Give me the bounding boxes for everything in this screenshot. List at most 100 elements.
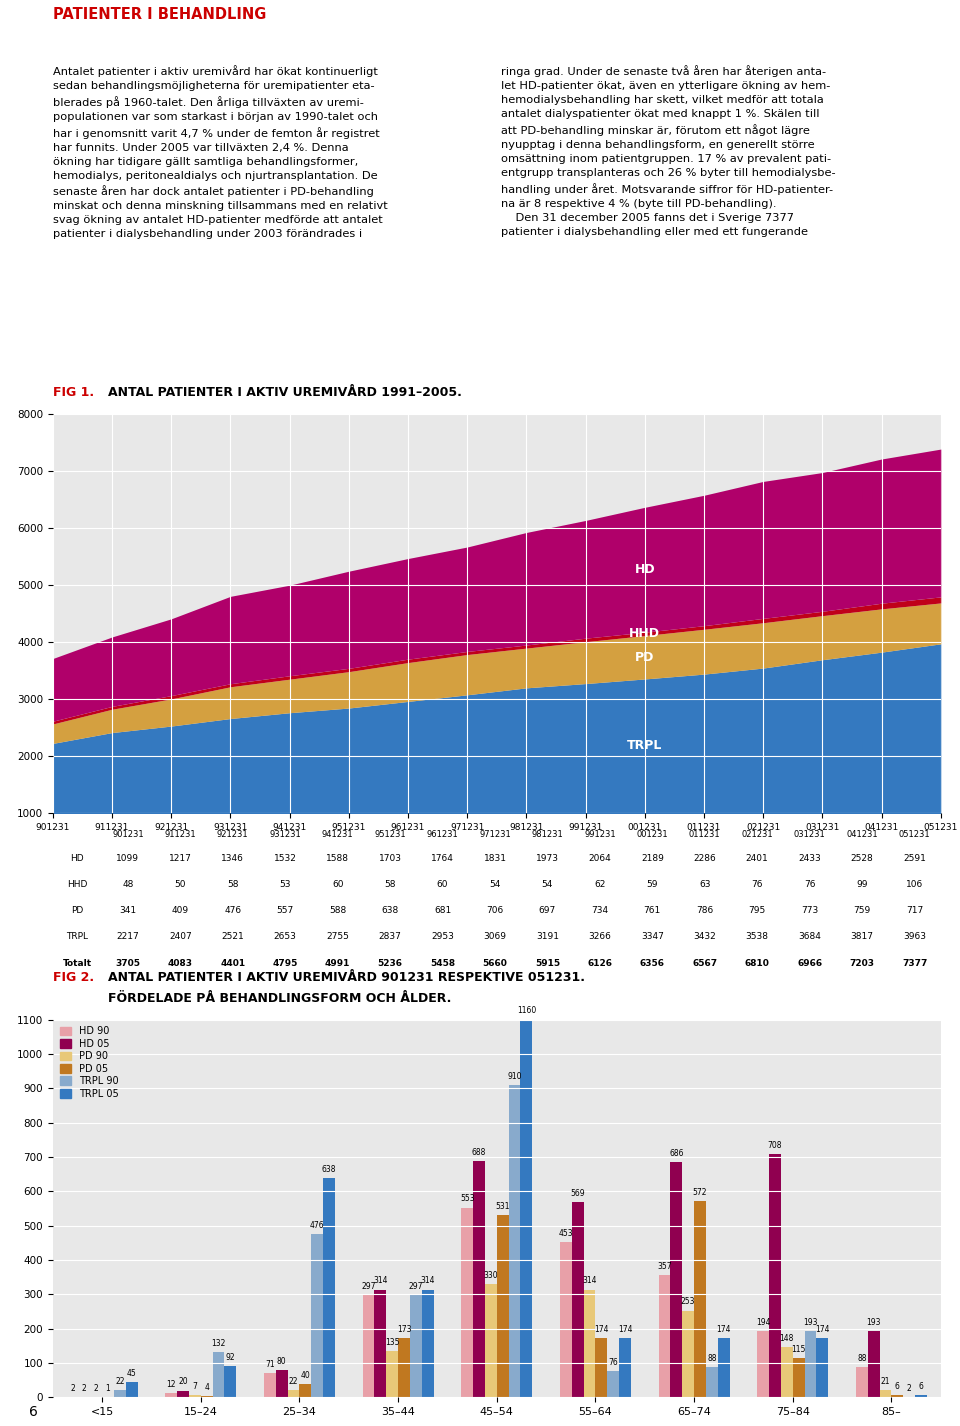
Text: 174: 174: [716, 1325, 731, 1333]
Text: 773: 773: [801, 907, 818, 915]
Text: 173: 173: [396, 1325, 411, 1333]
Text: 297: 297: [409, 1282, 423, 1292]
Text: 7377: 7377: [901, 958, 927, 967]
Text: 706: 706: [487, 907, 504, 915]
Text: 553: 553: [460, 1195, 474, 1204]
Text: 638: 638: [381, 907, 398, 915]
Text: 3191: 3191: [536, 933, 559, 941]
Text: 031231: 031231: [794, 830, 826, 840]
Text: 58: 58: [384, 880, 396, 888]
Text: 795: 795: [749, 907, 766, 915]
Text: Antalet patienter i aktiv uremivård har ökat kontinuerligt
sedan behandlingsmöjl: Antalet patienter i aktiv uremivård har …: [53, 66, 388, 240]
Bar: [126, 1382, 137, 1397]
Bar: [781, 1346, 793, 1397]
Bar: [608, 1372, 619, 1397]
Text: 76: 76: [752, 880, 763, 888]
Text: 7: 7: [192, 1382, 198, 1390]
Text: 688: 688: [472, 1148, 486, 1156]
Text: FIG 2.: FIG 2.: [53, 971, 98, 984]
Text: 3817: 3817: [851, 933, 874, 941]
Text: 1831: 1831: [484, 854, 507, 863]
Text: 63: 63: [699, 880, 710, 888]
Text: 88: 88: [708, 1355, 717, 1363]
Bar: [264, 1373, 276, 1397]
Text: 5915: 5915: [535, 958, 560, 967]
Bar: [189, 1395, 201, 1397]
Text: 6356: 6356: [639, 958, 665, 967]
Bar: [804, 1332, 816, 1397]
Text: 3684: 3684: [799, 933, 821, 941]
Text: 22: 22: [289, 1376, 299, 1386]
Text: 40: 40: [300, 1370, 310, 1379]
Bar: [659, 1275, 670, 1397]
Bar: [595, 1338, 608, 1397]
Text: 314: 314: [420, 1276, 435, 1285]
Text: 951231: 951231: [374, 830, 406, 840]
Text: 681: 681: [434, 907, 451, 915]
Text: 20: 20: [179, 1378, 188, 1386]
Text: 5236: 5236: [377, 958, 402, 967]
Text: 4: 4: [204, 1383, 209, 1392]
Text: 330: 330: [484, 1271, 498, 1281]
Bar: [461, 1208, 473, 1397]
Bar: [421, 1289, 434, 1397]
Text: 409: 409: [172, 907, 189, 915]
Text: 115: 115: [792, 1345, 805, 1353]
Text: PD: PD: [71, 907, 84, 915]
Text: 1703: 1703: [378, 854, 401, 863]
Text: FÖRDELADE PÅ BEHANDLINGSFORM OCH ÅLDER.: FÖRDELADE PÅ BEHANDLINGSFORM OCH ÅLDER.: [108, 992, 452, 1005]
Bar: [816, 1338, 828, 1397]
Bar: [584, 1289, 595, 1397]
Text: 910: 910: [507, 1072, 522, 1081]
Bar: [868, 1332, 879, 1397]
Text: PATIENTER I BEHANDLING: PATIENTER I BEHANDLING: [53, 7, 266, 23]
Text: 4083: 4083: [168, 958, 193, 967]
Text: 132: 132: [211, 1339, 226, 1348]
Bar: [757, 1330, 769, 1397]
Bar: [619, 1338, 631, 1397]
Text: 2401: 2401: [746, 854, 769, 863]
Bar: [769, 1154, 781, 1397]
Legend: HD 90, HD 05, PD 90, PD 05, TRPL 90, TRPL 05: HD 90, HD 05, PD 90, PD 05, TRPL 90, TRP…: [58, 1024, 121, 1101]
Text: 6966: 6966: [797, 958, 823, 967]
Bar: [288, 1390, 300, 1397]
Text: 59: 59: [647, 880, 659, 888]
Text: 5660: 5660: [483, 958, 508, 967]
Text: 2953: 2953: [431, 933, 454, 941]
Text: 58: 58: [227, 880, 238, 888]
Text: 45: 45: [127, 1369, 136, 1378]
Text: 6: 6: [895, 1382, 900, 1392]
Text: 314: 314: [373, 1276, 388, 1285]
Text: 2: 2: [82, 1383, 86, 1393]
Text: 569: 569: [570, 1189, 585, 1198]
Bar: [300, 1383, 311, 1397]
Bar: [165, 1393, 177, 1397]
Text: PD: PD: [636, 650, 655, 663]
Text: 1099: 1099: [116, 854, 139, 863]
Text: 3347: 3347: [641, 933, 663, 941]
Text: 1588: 1588: [326, 854, 349, 863]
Text: 314: 314: [583, 1276, 597, 1285]
Text: 54: 54: [541, 880, 553, 888]
Bar: [718, 1338, 730, 1397]
Text: 638: 638: [322, 1165, 336, 1174]
Bar: [915, 1396, 927, 1397]
Text: 12: 12: [166, 1380, 176, 1389]
Text: 1532: 1532: [274, 854, 297, 863]
Text: 50: 50: [175, 880, 186, 888]
Text: 1217: 1217: [169, 854, 192, 863]
Text: TRPL: TRPL: [66, 933, 88, 941]
Text: 981231: 981231: [532, 830, 564, 840]
Text: 2528: 2528: [851, 854, 874, 863]
Bar: [324, 1178, 335, 1397]
Text: 99: 99: [856, 880, 868, 888]
Text: 92: 92: [226, 1353, 235, 1362]
Text: 21: 21: [880, 1378, 890, 1386]
Bar: [386, 1350, 398, 1397]
Text: 4991: 4991: [325, 958, 350, 967]
Text: 572: 572: [693, 1188, 708, 1196]
Bar: [114, 1390, 126, 1397]
Text: Totalt: Totalt: [62, 958, 92, 967]
Text: 6: 6: [29, 1405, 37, 1419]
Text: 1973: 1973: [536, 854, 559, 863]
